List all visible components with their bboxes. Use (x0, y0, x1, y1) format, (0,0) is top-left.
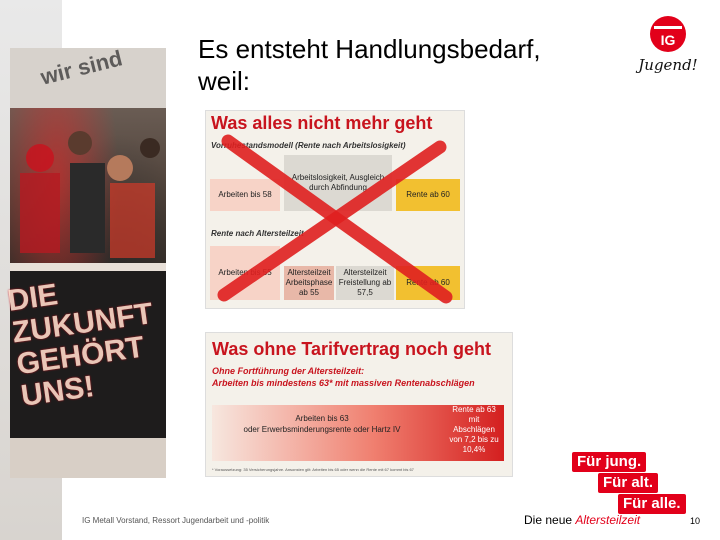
slogan-block: Für jung. Für alt. Für alle. (570, 452, 694, 514)
box-rente-60-a: Rente ab 60 (396, 179, 460, 211)
demonstration-photo (10, 48, 166, 478)
bar-right-text: Rente ab 63 mit Abschlägen von 7,2 bis z… (449, 405, 499, 454)
red-cross-out-icon (217, 134, 453, 304)
slogan-line-3: Für alle. (618, 494, 686, 514)
logo-brand: IG (661, 32, 676, 48)
slide-title: Es entsteht Handlungsbedarf, weil: (198, 33, 618, 97)
footer-topic-prefix: Die neue (524, 513, 576, 527)
box-freistellung: Altersteilzeit Freistellung ab 57,5 (336, 266, 394, 300)
bar-left-line: Arbeiten bis 63 (295, 414, 349, 423)
panel2-subtitle-line: Ohne Fortführung der Altersteilzeit: (212, 366, 365, 376)
panel2-heading: Was ohne Tarifvertrag noch geht (212, 339, 492, 359)
slide-title-line-2: weil: (198, 66, 251, 96)
timeline-bar: Arbeiten bis 63 oder Erwerbsminderungsre… (212, 405, 504, 461)
panel-not-possible-anymore: Was alles nicht mehr geht Vorruhestandsm… (205, 110, 465, 309)
box-arbeiten-58: Arbeiten bis 58 (210, 179, 280, 211)
bar-left-text: Arbeiten bis 63 oder Erwerbsminderungsre… (242, 413, 402, 435)
panel1-subtitle-b: Rente nach Altersteilzeit (211, 229, 304, 238)
footer-topic-emphasis: Altersteilzeit (575, 513, 641, 527)
slogan-line-2: Für alt. (598, 473, 659, 493)
bar-left-line: oder Erwerbsminderungsrente oder Hartz I… (243, 425, 401, 434)
box-arbeitslosigkeit: Arbeitslosigkeit, Ausgleich durch Abfind… (284, 155, 392, 211)
panel-still-possible: Was ohne Tarifvertrag noch geht Ohne For… (205, 332, 513, 477)
footer-organization: IG Metall Vorstand, Ressort Jugendarbeit… (82, 516, 270, 525)
photo-shapes (10, 48, 166, 478)
panel1-subtitle-a: Vorruhestandsmodell (Rente nach Arbeitsl… (211, 141, 406, 150)
panel2-subtitle-line: Arbeiten bis mindestens 63* mit massiven… (212, 378, 475, 388)
panel2-subtitle: Ohne Fortführung der Altersteilzeit: Arb… (212, 365, 475, 389)
page-number: 10 (690, 516, 701, 526)
panel1-heading: Was alles nicht mehr geht (211, 113, 433, 133)
ig-metall-jugend-logo: IG Jugend! (632, 12, 702, 82)
logo-script: Jugend! (635, 56, 697, 74)
logo-emblem-icon: IG Jugend! (635, 16, 698, 74)
photo-slogan: DIE ZUKUNFT GEHÖRT UNS! (6, 265, 172, 413)
slogan-line-1: Für jung. (572, 452, 647, 472)
box-arbeitsphase: Altersteilzeit Arbeitsphase ab 55 (284, 266, 334, 300)
panel2-footnote: * Voraussetzung: 35 Versicherungsjahre. … (212, 467, 414, 472)
slide-title-line-1: Es entsteht Handlungsbedarf, (198, 34, 541, 64)
footer-topic: Die neue Altersteilzeit (524, 513, 640, 527)
